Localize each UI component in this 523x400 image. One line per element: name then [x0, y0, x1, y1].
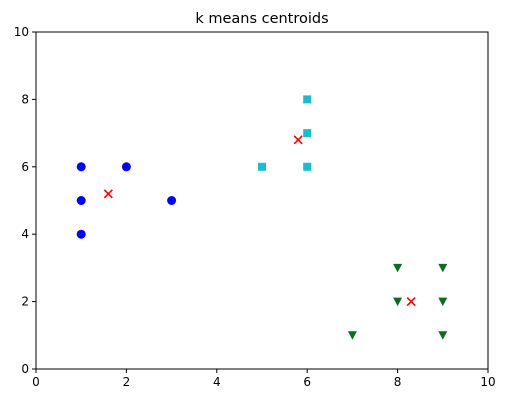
data-point-circle: [121, 162, 131, 172]
data-point-square: [303, 129, 312, 138]
data-points: [76, 95, 448, 340]
data-point-circle: [76, 162, 86, 172]
data-point-x: [293, 135, 303, 145]
x-tick-label: 8: [394, 375, 402, 389]
data-point-triangle-down: [438, 297, 448, 307]
data-point-x: [406, 297, 416, 307]
y-tick-label: 0: [21, 362, 29, 376]
y-tick-label: 6: [21, 160, 29, 174]
x-tick-label: 0: [32, 375, 40, 389]
y-tick-label: 8: [21, 92, 29, 106]
x-tick-label: 6: [303, 375, 311, 389]
y-tick-label: 2: [21, 295, 29, 309]
data-point-circle: [167, 196, 177, 205]
data-point-square: [303, 162, 312, 171]
data-point-circle: [76, 196, 86, 205]
data-point-triangle-down: [393, 297, 403, 307]
plot-frame: [35, 31, 489, 370]
axes: 0 2 4 6 8 10 0 2 4 6 8 10: [14, 25, 496, 389]
data-point-triangle-down: [438, 263, 448, 273]
x-tick-label: 4: [213, 375, 221, 389]
x-tick-label: 2: [123, 375, 131, 389]
data-point-circle: [76, 229, 86, 239]
data-point-square: [303, 95, 312, 104]
data-point-square: [258, 162, 266, 171]
x-tick-label: 10: [480, 375, 495, 389]
y-tick-label: 10: [14, 25, 29, 39]
chart-title: k means centroids: [195, 11, 328, 27]
data-point-triangle-down: [393, 263, 403, 273]
data-point-triangle-down: [438, 331, 448, 340]
data-point-triangle-down: [347, 331, 357, 340]
y-tick-label: 4: [21, 227, 29, 241]
data-point-x: [103, 189, 113, 199]
